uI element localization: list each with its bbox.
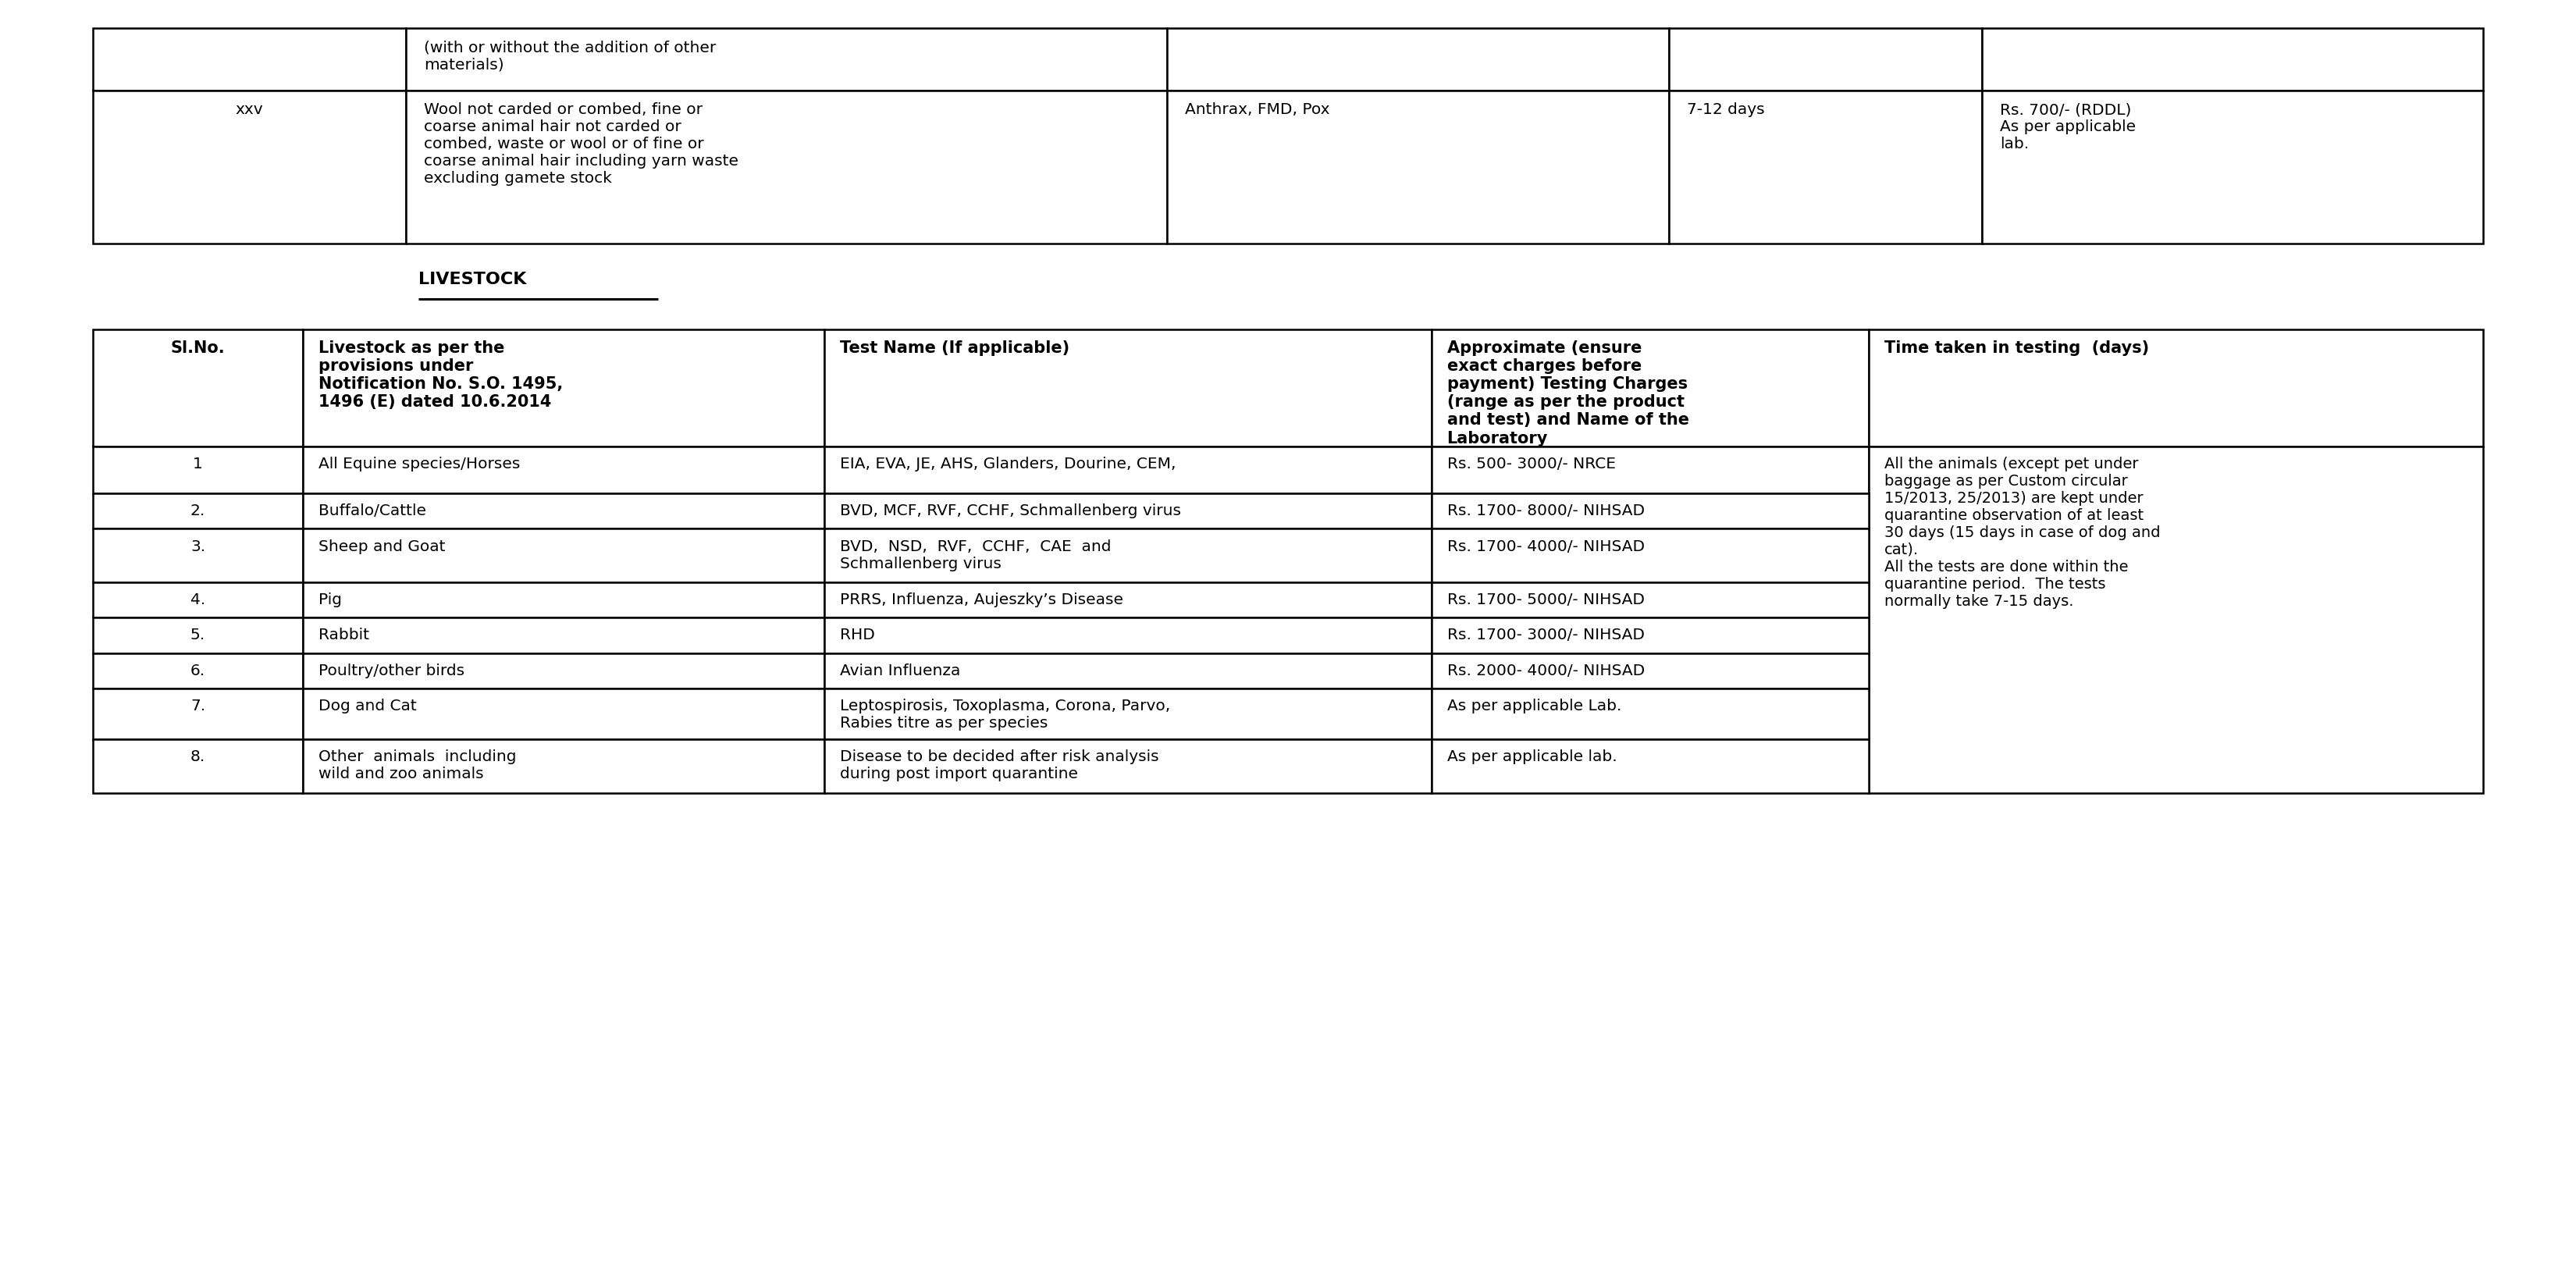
Bar xyxy=(1870,330,2483,447)
Bar xyxy=(1432,653,1870,689)
Bar xyxy=(1432,447,1870,493)
Text: 3.: 3. xyxy=(191,540,206,554)
Text: Sheep and Goat: Sheep and Goat xyxy=(319,540,446,554)
Text: 7-12 days: 7-12 days xyxy=(1687,103,1765,117)
Text: Rs. 1700- 4000/- NIHSAD: Rs. 1700- 4000/- NIHSAD xyxy=(1448,540,1643,554)
Text: Rs. 2000- 4000/- NIHSAD: Rs. 2000- 4000/- NIHSAD xyxy=(1448,663,1643,679)
Text: Other  animals  including
wild and zoo animals: Other animals including wild and zoo ani… xyxy=(319,750,515,782)
Text: PRRS, Influenza, Aujeszky’s Disease: PRRS, Influenza, Aujeszky’s Disease xyxy=(840,592,1123,608)
Bar xyxy=(93,330,304,447)
Text: Rs. 500- 3000/- NRCE: Rs. 500- 3000/- NRCE xyxy=(1448,457,1615,471)
Bar xyxy=(1432,330,1870,447)
Bar xyxy=(1669,28,1981,90)
Text: Rabbit: Rabbit xyxy=(319,629,368,643)
Bar xyxy=(304,618,824,653)
Text: Pig: Pig xyxy=(319,592,343,608)
Bar xyxy=(93,447,304,493)
Bar xyxy=(824,582,1432,618)
Bar xyxy=(824,528,1432,582)
Text: Test Name (If applicable): Test Name (If applicable) xyxy=(840,340,1069,355)
Bar xyxy=(93,528,304,582)
Text: RHD: RHD xyxy=(840,629,876,643)
Bar xyxy=(824,447,1432,493)
Text: Wool not carded or combed, fine or
coarse animal hair not carded or
combed, wast: Wool not carded or combed, fine or coars… xyxy=(425,103,739,185)
Text: 5.: 5. xyxy=(191,629,206,643)
Bar xyxy=(1981,90,2483,243)
Text: Rs. 1700- 8000/- NIHSAD: Rs. 1700- 8000/- NIHSAD xyxy=(1448,504,1643,519)
Bar xyxy=(407,28,1167,90)
Bar xyxy=(824,330,1432,447)
Bar xyxy=(93,582,304,618)
Text: All the animals (except pet under
baggage as per Custom circular
15/2013, 25/201: All the animals (except pet under baggag… xyxy=(1886,457,2161,609)
Bar xyxy=(407,90,1167,243)
Bar xyxy=(304,739,824,793)
Text: EIA, EVA, JE, AHS, Glanders, Dourine, CEM,: EIA, EVA, JE, AHS, Glanders, Dourine, CE… xyxy=(840,457,1175,471)
Text: Rs. 700/- (RDDL)
As per applicable
lab.: Rs. 700/- (RDDL) As per applicable lab. xyxy=(1999,103,2136,152)
Bar xyxy=(1167,28,1669,90)
Bar xyxy=(304,330,824,447)
Text: All Equine species/Horses: All Equine species/Horses xyxy=(319,457,520,471)
Text: 2.: 2. xyxy=(191,504,206,519)
Bar xyxy=(1981,28,2483,90)
Bar xyxy=(304,528,824,582)
Bar xyxy=(1432,689,1870,739)
Bar xyxy=(93,689,304,739)
Bar xyxy=(304,582,824,618)
Text: 6.: 6. xyxy=(191,663,206,679)
Text: LIVESTOCK: LIVESTOCK xyxy=(420,272,526,287)
Text: Disease to be decided after risk analysis
during post import quarantine: Disease to be decided after risk analysi… xyxy=(840,750,1159,782)
Text: xxv: xxv xyxy=(234,103,263,117)
Bar xyxy=(1669,90,1981,243)
Bar xyxy=(824,493,1432,529)
Bar xyxy=(93,90,407,243)
Text: Time taken in testing  (days): Time taken in testing (days) xyxy=(1886,340,2148,355)
Bar xyxy=(93,493,304,529)
Text: Poultry/other birds: Poultry/other birds xyxy=(319,663,464,679)
Text: Anthrax, FMD, Pox: Anthrax, FMD, Pox xyxy=(1185,103,1329,117)
Text: Rs. 1700- 5000/- NIHSAD: Rs. 1700- 5000/- NIHSAD xyxy=(1448,592,1643,608)
Bar xyxy=(824,689,1432,739)
Bar xyxy=(1167,90,1669,243)
Bar xyxy=(304,653,824,689)
Bar xyxy=(93,618,304,653)
Text: BVD,  NSD,  RVF,  CCHF,  CAE  and
Schmallenberg virus: BVD, NSD, RVF, CCHF, CAE and Schmallenbe… xyxy=(840,540,1110,571)
Bar xyxy=(93,28,407,90)
Bar xyxy=(1432,739,1870,793)
Text: 1: 1 xyxy=(193,457,204,471)
Bar xyxy=(304,689,824,739)
Bar xyxy=(1432,582,1870,618)
Text: Rs. 1700- 3000/- NIHSAD: Rs. 1700- 3000/- NIHSAD xyxy=(1448,629,1643,643)
Text: 4.: 4. xyxy=(191,592,206,608)
Text: 8.: 8. xyxy=(191,750,206,765)
Text: Dog and Cat: Dog and Cat xyxy=(319,699,417,714)
Text: BVD, MCF, RVF, CCHF, Schmallenberg virus: BVD, MCF, RVF, CCHF, Schmallenberg virus xyxy=(840,504,1180,519)
Bar xyxy=(1432,493,1870,529)
Bar xyxy=(1432,528,1870,582)
Bar xyxy=(1870,447,2483,793)
Bar xyxy=(1432,618,1870,653)
Text: Sl.No.: Sl.No. xyxy=(170,340,224,355)
Text: As per applicable Lab.: As per applicable Lab. xyxy=(1448,699,1620,714)
Text: Livestock as per the
provisions under
Notification No. S.O. 1495,
1496 (E) dated: Livestock as per the provisions under No… xyxy=(319,340,564,410)
Text: (with or without the addition of other
materials): (with or without the addition of other m… xyxy=(425,40,716,72)
Text: As per applicable lab.: As per applicable lab. xyxy=(1448,750,1618,765)
Text: Buffalo/Cattle: Buffalo/Cattle xyxy=(319,504,425,519)
Bar xyxy=(304,493,824,529)
Text: 7.: 7. xyxy=(191,699,206,714)
Text: Avian Influenza: Avian Influenza xyxy=(840,663,961,679)
Bar xyxy=(93,653,304,689)
Bar xyxy=(824,653,1432,689)
Bar xyxy=(824,618,1432,653)
Bar xyxy=(304,447,824,493)
Text: Approximate (ensure
exact charges before
payment) Testing Charges
(range as per : Approximate (ensure exact charges before… xyxy=(1448,340,1690,446)
Text: Leptospirosis, Toxoplasma, Corona, Parvo,
Rabies titre as per species: Leptospirosis, Toxoplasma, Corona, Parvo… xyxy=(840,699,1170,730)
Bar xyxy=(93,739,304,793)
Bar xyxy=(824,739,1432,793)
